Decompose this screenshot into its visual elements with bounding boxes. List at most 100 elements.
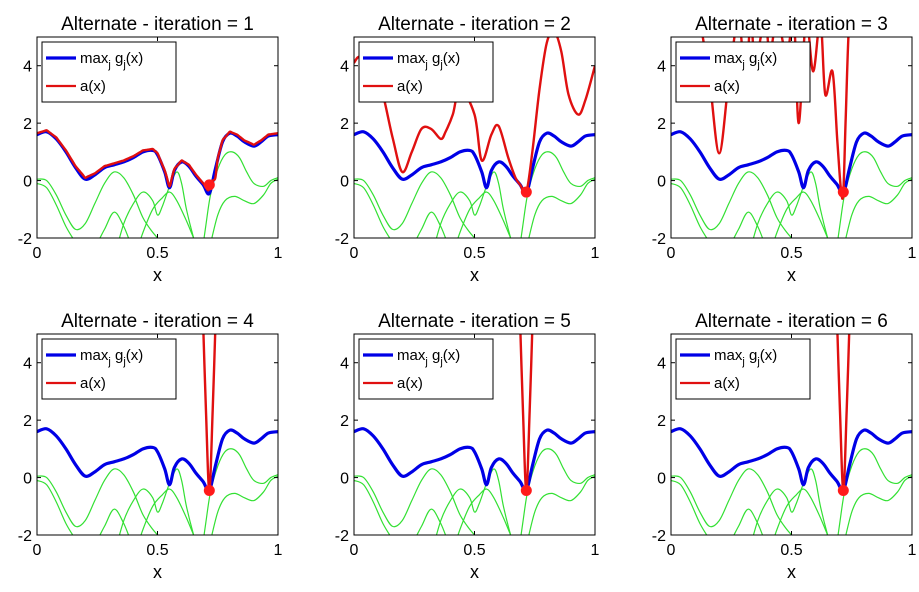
selected-point [520,186,532,198]
y-tick-label: -2 [18,231,32,248]
legend-box [675,338,811,400]
y-tick-label: -2 [335,231,349,248]
acquisition-curve [836,334,851,492]
subplot-title: Alternate - iteration = 6 [695,311,888,332]
legend-label-1: maxj gj(x) [397,50,460,71]
component-curve-4 [140,488,195,535]
x-tick-label: 0 [667,245,676,262]
subplot-1: Alternate - iteration = 10 0.5 1-2024xmaxj… [18,14,283,285]
component-curve-3 [435,171,512,238]
plot-area [37,129,278,238]
component-curve-1 [37,468,159,535]
component-curve-3 [118,468,195,535]
component-curve-4 [457,488,512,535]
selected-point [837,484,849,496]
x-axis-label: x [470,562,479,582]
component-curve-6 [528,178,595,238]
legend-box [358,41,494,103]
acquisition-curve [701,37,850,200]
x-tick-label: 1 [908,245,917,262]
y-tick-label: 0 [340,174,349,191]
component-curve-1 [354,171,476,238]
plot-area [671,334,912,535]
x-tick-label: 1 [274,245,283,262]
subplot-title: Alternate - iteration = 2 [378,14,571,35]
legend: maxj gj(x) a(x) [41,338,177,400]
plot-area [354,334,595,535]
component-curve-1 [354,468,476,535]
component-curve-1 [671,468,793,535]
component-curve-3 [118,171,195,238]
component-curve-6 [845,178,912,238]
x-axis-label: x [153,562,162,582]
acquisition-curve [519,334,534,492]
plot-area [354,37,595,238]
component-curve-6 [211,178,278,238]
x-tick-label: 1 [908,542,917,559]
x-tick-label: 1 [591,542,600,559]
selected-point [837,186,849,198]
component-curve-4 [457,191,512,238]
max-curve [37,427,278,493]
component-curve-2 [354,182,447,238]
legend-box [41,41,177,103]
max-curve [671,130,912,196]
plot-area [37,334,278,535]
x-tick-label: 0.5 [780,542,802,559]
legend-label-1: maxj gj(x) [80,347,143,368]
y-tick-label: 2 [23,413,32,430]
legend: maxj gj(x) a(x) [675,41,811,103]
y-tick-label: -2 [335,528,349,545]
component-curve-6 [211,475,278,535]
max-curve [354,427,595,493]
y-tick-label: 4 [340,356,349,373]
component-curve-1 [671,171,793,238]
legend: maxj gj(x) a(x) [41,41,177,103]
legend-label-2: a(x) [714,78,740,95]
component-curve-6 [845,475,912,535]
selected-point [203,484,215,496]
component-curve-1 [37,171,159,238]
component-curve-2 [354,479,447,535]
x-tick-label: 1 [274,542,283,559]
max-curve [671,427,912,493]
y-tick-label: 2 [657,413,666,430]
max-curve [354,130,595,196]
plot-area [671,37,912,238]
legend-label-2: a(x) [714,375,740,392]
acquisition-curve [37,129,278,192]
subplot-3: Alternate - iteration = 30 0.5 1-2024xmaxj… [652,14,917,285]
subplot-4: Alternate - iteration = 40 0.5 1-2024xmaxj… [18,311,283,582]
x-tick-label: 0 [350,245,359,262]
subplot-title: Alternate - iteration = 3 [695,14,888,35]
x-axis-label: x [470,265,479,285]
component-curve-5 [203,448,278,535]
y-tick-label: -2 [652,231,666,248]
component-curve-5 [203,151,278,238]
y-tick-label: -2 [18,528,32,545]
y-tick-label: 4 [340,59,349,76]
subplot-title: Alternate - iteration = 4 [61,311,254,332]
component-curve-6 [528,475,595,535]
legend-box [675,41,811,103]
component-curve-5 [837,448,912,535]
legend: maxj gj(x) a(x) [358,41,494,103]
y-tick-label: 2 [340,116,349,133]
y-tick-label: -2 [652,528,666,545]
x-tick-label: 0.5 [463,542,485,559]
component-curve-2 [37,182,130,238]
y-tick-label: 2 [23,116,32,133]
y-tick-label: 4 [657,59,666,76]
component-curve-2 [37,479,130,535]
selected-point [203,179,215,191]
acquisition-curve [354,37,595,195]
subplot-title: Alternate - iteration = 1 [61,14,254,35]
legend-box [41,338,177,400]
x-tick-label: 0 [33,542,42,559]
component-curve-5 [520,448,595,535]
component-curve-3 [752,171,829,238]
legend-box [358,338,494,400]
selected-point [520,484,532,496]
component-curve-2 [671,479,764,535]
legend-label-2: a(x) [397,375,423,392]
